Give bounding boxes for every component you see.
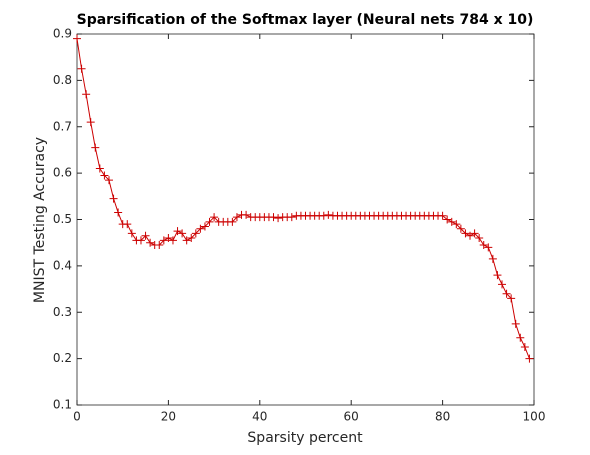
data-point	[484, 243, 493, 252]
data-point	[438, 211, 447, 220]
data-point	[232, 213, 241, 222]
y-tick-label: 0.2	[53, 351, 72, 365]
data-point	[178, 229, 187, 238]
data-point	[452, 220, 461, 229]
data-point	[466, 231, 475, 240]
data-point	[159, 236, 168, 245]
data-point	[146, 238, 155, 247]
y-tick-label: 0.4	[53, 258, 72, 272]
data-point	[443, 215, 452, 224]
data-point	[91, 143, 100, 152]
data-point	[136, 236, 145, 245]
data-point	[319, 211, 328, 220]
y-tick-label: 0.1	[53, 398, 72, 412]
data-point	[498, 280, 507, 289]
data-point	[95, 164, 104, 173]
data-point	[520, 343, 529, 352]
y-tick-label: 0.7	[53, 119, 72, 133]
data-point	[168, 236, 177, 245]
data-point	[210, 213, 219, 222]
y-tick-label: 0.8	[53, 73, 72, 87]
data-point	[82, 90, 91, 99]
data-point	[274, 214, 283, 223]
y-tick-label: 0.6	[53, 166, 72, 180]
data-point	[511, 319, 520, 328]
data-point	[502, 289, 511, 298]
y-axis-label: MNIST Testing Accuracy	[32, 137, 48, 303]
data-point	[470, 229, 479, 238]
y-tick-label: 0.9	[53, 27, 72, 41]
data-point	[461, 229, 470, 238]
x-tick-label: 0	[73, 410, 81, 424]
data-point	[173, 227, 182, 236]
data-point	[104, 176, 113, 185]
data-point	[456, 224, 465, 233]
data-point	[191, 229, 200, 238]
data-point	[516, 333, 525, 342]
data-point	[141, 231, 150, 240]
data-point	[205, 217, 214, 226]
data-point	[155, 241, 164, 250]
data-point	[269, 213, 278, 222]
data-point	[475, 234, 484, 243]
data-point	[447, 217, 456, 226]
x-tick-label: 60	[344, 410, 359, 424]
y-tick-label: 0.3	[53, 305, 72, 319]
data-point	[200, 222, 209, 231]
data-point	[86, 118, 95, 127]
x-tick-label: 80	[435, 410, 450, 424]
data-point	[123, 220, 132, 229]
data-point	[479, 241, 488, 250]
y-tick-label: 0.5	[53, 212, 72, 226]
data-point	[242, 210, 251, 219]
data-point	[73, 34, 81, 43]
data-point	[114, 208, 123, 217]
data-point	[100, 171, 109, 180]
data-point	[507, 294, 516, 303]
data-point	[164, 234, 173, 243]
x-tick-label: 100	[523, 410, 546, 424]
data-point	[525, 354, 534, 363]
data-point	[196, 224, 205, 233]
data-point	[127, 229, 136, 238]
data-point	[228, 217, 237, 226]
data-point	[488, 254, 497, 263]
data-point	[182, 236, 191, 245]
data-point	[187, 234, 196, 243]
x-axis-label: Sparsity percent	[247, 430, 363, 446]
data-point	[493, 271, 502, 280]
x-tick-label: 40	[252, 410, 267, 424]
data-point	[109, 194, 118, 203]
data-point	[287, 213, 296, 222]
chart-title: Sparsification of the Softmax layer (Neu…	[77, 12, 534, 28]
x-tick-label: 20	[161, 410, 176, 424]
data-point	[324, 210, 333, 219]
data-point	[77, 64, 86, 73]
